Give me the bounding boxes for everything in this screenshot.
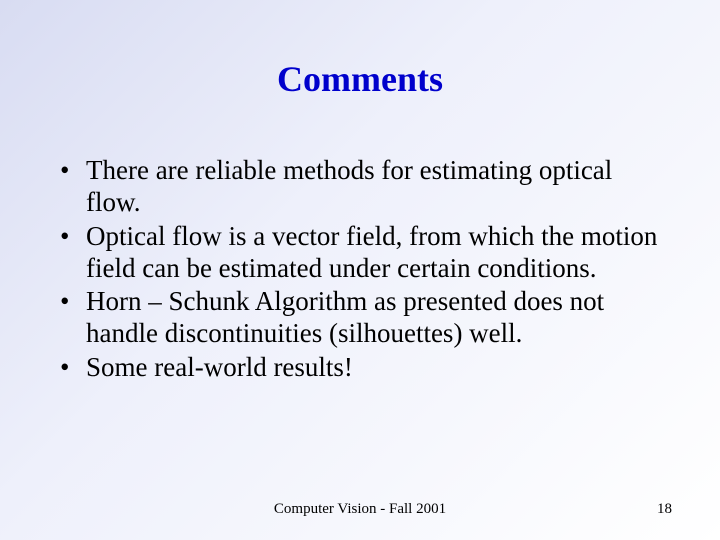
page-number: 18 xyxy=(657,501,672,518)
slide-body: There are reliable methods for estimatin… xyxy=(58,155,662,386)
bullet-item: Optical flow is a vector field, from whi… xyxy=(58,221,662,285)
footer-text: Computer Vision - Fall 2001 xyxy=(0,501,720,518)
slide: Comments There are reliable methods for … xyxy=(0,0,720,540)
bullet-item: Some real-world results! xyxy=(58,352,662,384)
slide-title: Comments xyxy=(0,58,720,100)
bullet-item: Horn – Schunk Algorithm as presented doe… xyxy=(58,286,662,350)
bullet-item: There are reliable methods for estimatin… xyxy=(58,155,662,219)
bullet-list: There are reliable methods for estimatin… xyxy=(58,155,662,384)
